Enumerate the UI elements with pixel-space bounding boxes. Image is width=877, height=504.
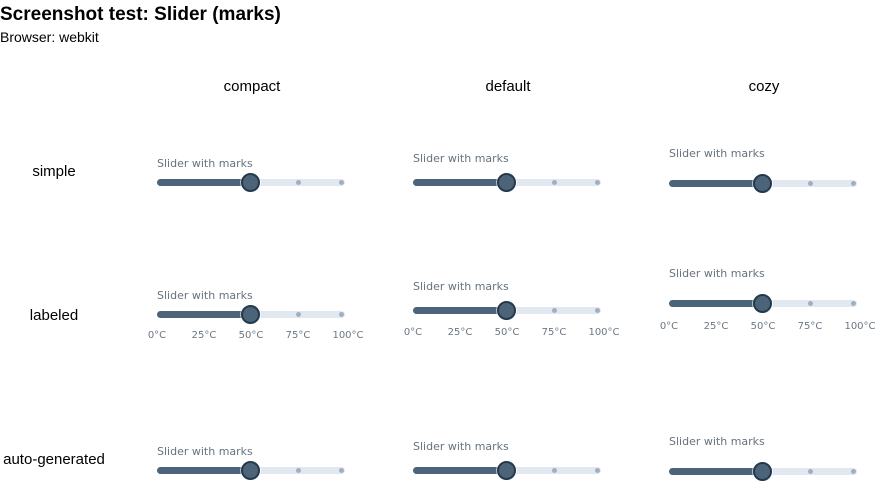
slider-label: Slider with marks: [413, 280, 509, 293]
slider-mark-75: [551, 308, 557, 313]
slider-mark-25: [457, 308, 463, 313]
slider-thumb[interactable]: [753, 462, 772, 481]
slider-mark-100: [594, 468, 600, 473]
slider-rail[interactable]: [157, 461, 345, 480]
slider-mark-75: [551, 180, 557, 185]
slider-mark-25: [201, 468, 207, 473]
slider-rail[interactable]: [157, 305, 345, 324]
slider-labeled-compact: Slider with marks 0°C 25°C 50°C 75°C 100°C: [148, 289, 364, 349]
slider-rail[interactable]: [413, 461, 601, 480]
slider-mark-25: [713, 469, 719, 474]
slider-mark-75: [807, 301, 813, 306]
slider-mark-label-25: 25°C: [703, 321, 729, 332]
slider-mark-100: [850, 469, 856, 474]
slider-mark-label-100: 100°C: [588, 327, 620, 338]
slider-mark-label-100: 100°C: [332, 330, 364, 341]
slider-mark-label-0: 0°C: [659, 321, 679, 332]
slider-label: Slider with marks: [669, 267, 765, 280]
slider-labeled-default: Slider with marks 0°C 25°C 50°C 75°C 100°C: [404, 280, 620, 340]
slider-mark-25: [457, 468, 463, 473]
slider-mark-25: [201, 180, 207, 185]
slider-mark-label-0: 0°C: [403, 327, 423, 338]
slider-thumb[interactable]: [241, 461, 260, 480]
slider-label: Slider with marks: [157, 445, 253, 458]
slider-mark-75: [807, 469, 813, 474]
slider-mark-100: [338, 468, 344, 473]
slider-label: Slider with marks: [413, 152, 509, 165]
slider-mark-100: [594, 180, 600, 185]
slider-simple-compact: Slider with marks: [157, 157, 345, 217]
slider-rail[interactable]: [413, 301, 601, 320]
slider-thumb[interactable]: [497, 173, 516, 192]
slider-thumb[interactable]: [241, 305, 260, 324]
page-title: Screenshot test: Slider (marks): [0, 4, 281, 25]
slider-mark-label-75: 75°C: [797, 321, 823, 332]
slider-mark-75: [807, 181, 813, 186]
slider-rail[interactable]: [157, 173, 345, 192]
slider-thumb[interactable]: [241, 173, 260, 192]
slider-mark-25: [201, 312, 207, 317]
slider-mark-75: [295, 180, 301, 185]
slider-thumb[interactable]: [497, 301, 516, 320]
slider-mark-label-100: 100°C: [844, 321, 876, 332]
slider-mark-25: [713, 301, 719, 306]
slider-label: Slider with marks: [413, 440, 509, 453]
slider-thumb[interactable]: [753, 174, 772, 193]
slider-mark-100: [594, 308, 600, 313]
slider-labeled-cozy: Slider with marks 0°C 25°C 50°C 75°C 100°C: [660, 267, 876, 332]
slider-auto-generated-compact: Slider with marks: [157, 445, 345, 504]
slider-thumb[interactable]: [497, 461, 516, 480]
slider-mark-label-0: 0°C: [147, 330, 167, 341]
slider-rail[interactable]: [669, 462, 857, 481]
slider-rail[interactable]: [669, 174, 857, 193]
slider-simple-default: Slider with marks: [413, 152, 601, 212]
slider-auto-generated-default: Slider with marks: [413, 440, 601, 500]
slider-auto-generated-cozy: Slider with marks: [669, 435, 857, 495]
slider-mark-75: [551, 468, 557, 473]
slider-label: Slider with marks: [669, 435, 765, 448]
row-header-auto-generated: auto-generated: [3, 451, 105, 468]
slider-mark-25: [713, 181, 719, 186]
slider-label: Slider with marks: [157, 157, 253, 170]
slider-simple-cozy: Slider with marks: [669, 147, 857, 207]
slider-mark-label-75: 75°C: [541, 327, 567, 338]
slider-mark-label-50: 50°C: [750, 321, 776, 332]
column-header-compact: compact: [223, 78, 281, 95]
slider-mark-100: [850, 181, 856, 186]
slider-rail[interactable]: [669, 294, 857, 313]
slider-mark-label-50: 50°C: [494, 327, 520, 338]
slider-mark-label-50: 50°C: [238, 330, 264, 341]
slider-label: Slider with marks: [157, 289, 253, 302]
slider-mark-label-25: 25°C: [447, 327, 473, 338]
slider-mark-75: [295, 468, 301, 473]
slider-rail[interactable]: [413, 173, 601, 192]
slider-mark-label-75: 75°C: [285, 330, 311, 341]
slider-mark-25: [457, 180, 463, 185]
slider-mark-100: [338, 312, 344, 317]
row-header-simple: simple: [32, 163, 76, 180]
column-header-default: default: [485, 78, 531, 95]
slider-mark-100: [338, 180, 344, 185]
browser-info: Browser: webkit: [0, 29, 99, 45]
slider-label: Slider with marks: [669, 147, 765, 160]
slider-mark-label-25: 25°C: [191, 330, 217, 341]
row-header-labeled: labeled: [29, 307, 79, 324]
slider-mark-75: [295, 312, 301, 317]
slider-thumb[interactable]: [753, 294, 772, 313]
column-header-cozy: cozy: [748, 78, 780, 95]
slider-mark-100: [850, 301, 856, 306]
